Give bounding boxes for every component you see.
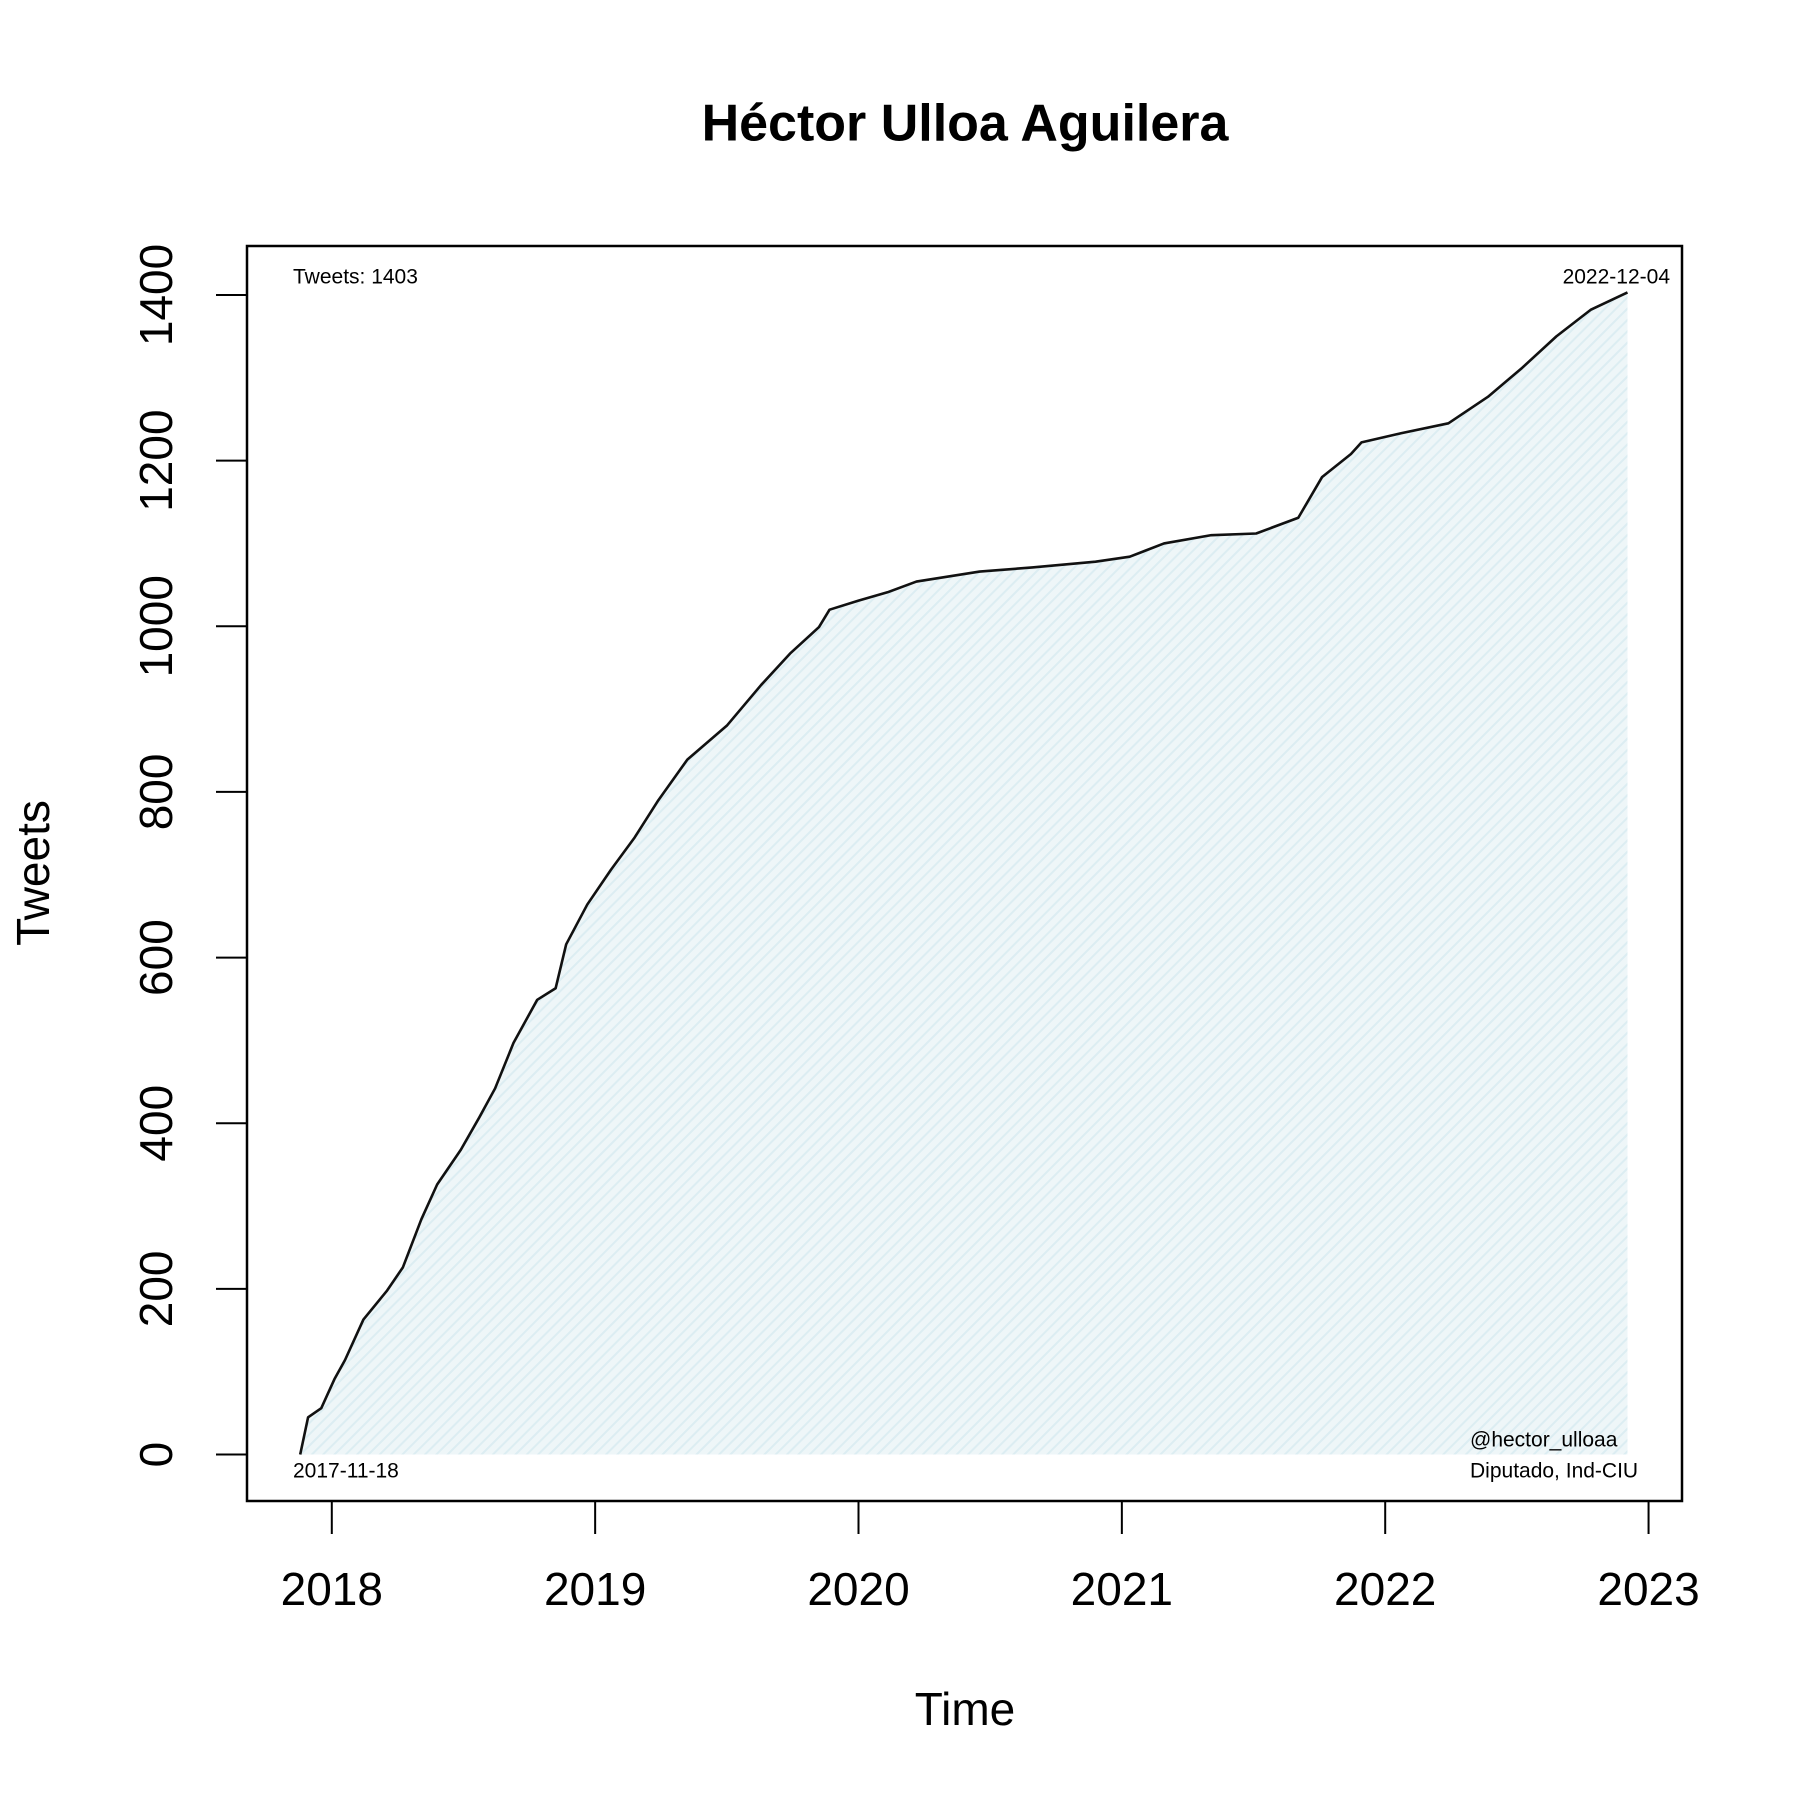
x-tick-label: 2018 bbox=[281, 1563, 383, 1615]
x-tick-label: 2019 bbox=[544, 1563, 646, 1615]
x-tick-label: 2023 bbox=[1597, 1563, 1699, 1615]
annotation: Diputado, Ind-CIU bbox=[1470, 1460, 1638, 1483]
annotation: @hector_ulloaa bbox=[1470, 1429, 1618, 1452]
area-fill bbox=[300, 292, 1628, 1455]
y-tick-label: 1200 bbox=[130, 409, 182, 511]
annotation: 2022-12-04 bbox=[1563, 266, 1671, 289]
y-tick-label: 1400 bbox=[130, 244, 182, 346]
y-tick-label: 600 bbox=[130, 919, 182, 996]
y-tick-label: 1000 bbox=[130, 575, 182, 677]
y-tick-label: 200 bbox=[130, 1251, 182, 1328]
y-tick-label: 400 bbox=[130, 1085, 182, 1162]
y-tick-label: 800 bbox=[130, 754, 182, 831]
plot-frame bbox=[245, 244, 1684, 1503]
chart-title: Héctor Ulloa Aguilera bbox=[702, 95, 1230, 153]
x-tick-label: 2020 bbox=[807, 1563, 909, 1615]
y-axis-title: Tweets bbox=[7, 800, 59, 946]
y-tick-label: 0 bbox=[130, 1442, 182, 1468]
annotation: 2017-11-18 bbox=[293, 1460, 399, 1483]
x-tick-label: 2021 bbox=[1071, 1563, 1173, 1615]
x-axis-title: Time bbox=[915, 1683, 1016, 1735]
annotation: Tweets: 1403 bbox=[293, 266, 418, 289]
line bbox=[298, 291, 1629, 1455]
x-tick-label: 2022 bbox=[1334, 1563, 1436, 1615]
